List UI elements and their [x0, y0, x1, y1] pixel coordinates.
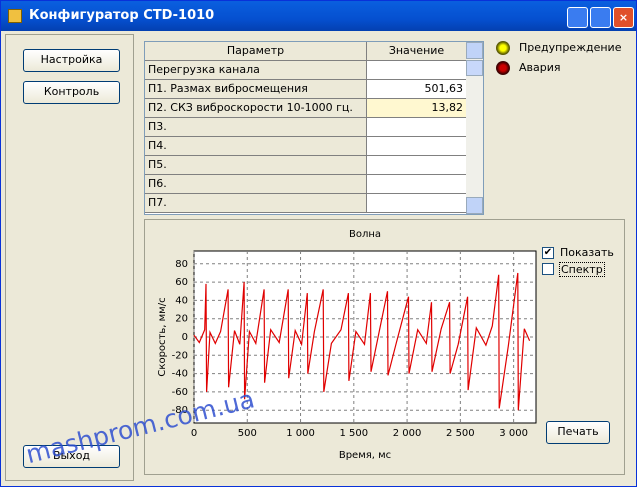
value-cell: 13,82 — [367, 99, 467, 118]
title-bar: Конфигуратор СТD-1010 — [1, 1, 636, 31]
parameter-cell: Перегрузка канала — [145, 61, 367, 80]
parameter-cell: П5. — [145, 156, 367, 175]
y-tick-label: -20 — [172, 350, 188, 361]
value-cell — [367, 118, 467, 137]
value-cell — [367, 61, 467, 80]
parameter-cell: П4. — [145, 137, 367, 156]
left-panel — [5, 34, 134, 481]
x-tick-label: 0 — [191, 428, 197, 439]
scroll-thumb[interactable] — [466, 60, 483, 76]
spectrum-checkbox[interactable] — [542, 263, 554, 275]
settings-button[interactable]: Настройка — [23, 49, 120, 72]
alarm-indicator — [496, 61, 510, 75]
minimize-button[interactable] — [567, 7, 588, 28]
scrollbar[interactable] — [466, 42, 483, 214]
parameter-cell: П6. — [145, 175, 367, 194]
parameter-cell: П3. — [145, 118, 367, 137]
y-tick-label: -60 — [172, 387, 188, 398]
chart-title: Волна — [349, 229, 381, 240]
x-axis-label: Время, мс — [339, 450, 391, 461]
value-cell — [367, 194, 467, 213]
y-tick-label: 20 — [175, 314, 188, 325]
control-button[interactable]: Контроль — [23, 81, 120, 104]
print-button[interactable]: Печать — [546, 421, 610, 444]
value-cell: 501,63 — [367, 80, 467, 99]
show-checkbox[interactable]: ✔ — [542, 247, 554, 259]
parameter-cell: П2. СКЗ виброскорости 10-1000 гц. — [145, 99, 367, 118]
y-tick-label: -80 — [172, 405, 188, 416]
scroll-up[interactable] — [466, 42, 483, 59]
y-tick-label: -40 — [172, 369, 188, 380]
maximize-button[interactable] — [590, 7, 611, 28]
parameter-cell: П7. — [145, 194, 367, 213]
exit-button[interactable]: Выход — [23, 445, 120, 468]
x-tick-label: 2 000 — [393, 428, 422, 439]
x-tick-label: 2 500 — [446, 428, 475, 439]
window-title: Конфигуратор СТD-1010 — [29, 8, 215, 23]
value-cell — [367, 156, 467, 175]
indicator-label: Авария — [519, 61, 561, 74]
parameter-cell: П1. Размах виброcмещения — [145, 80, 367, 99]
value-cell — [367, 175, 467, 194]
y-tick-label: 80 — [175, 259, 188, 270]
scroll-down[interactable] — [466, 197, 483, 214]
app-icon — [8, 9, 22, 23]
chart-panel — [144, 219, 625, 475]
close-button[interactable]: × — [613, 7, 634, 28]
column-header: Параметр — [145, 42, 367, 61]
warning-indicator — [496, 41, 510, 55]
chart: Волна 80 60 40 20 0 -20 -40 -60 -80 0 500 1 000 1 500… — [157, 229, 537, 461]
waveform — [193, 272, 531, 411]
y-tick-label: 0 — [182, 332, 188, 343]
x-tick-label: 1 500 — [339, 428, 368, 439]
y-tick-label: 40 — [175, 295, 188, 306]
checkbox-label[interactable]: Спектр — [559, 262, 605, 277]
x-tick-label: 3 000 — [499, 428, 528, 439]
value-cell — [367, 137, 467, 156]
parameter-table: Параметр Значение Перегрузка канала П1. Раз… — [144, 41, 484, 215]
indicator-label: Предупреждение — [519, 41, 622, 54]
y-tick-label: 60 — [175, 277, 188, 288]
x-tick-label: 500 — [238, 428, 257, 439]
column-header: Значение — [367, 42, 467, 61]
x-tick-label: 1 000 — [286, 428, 315, 439]
checkbox-label[interactable]: Показать — [560, 246, 614, 259]
y-axis-label: Скорость, мм/с — [157, 297, 168, 376]
